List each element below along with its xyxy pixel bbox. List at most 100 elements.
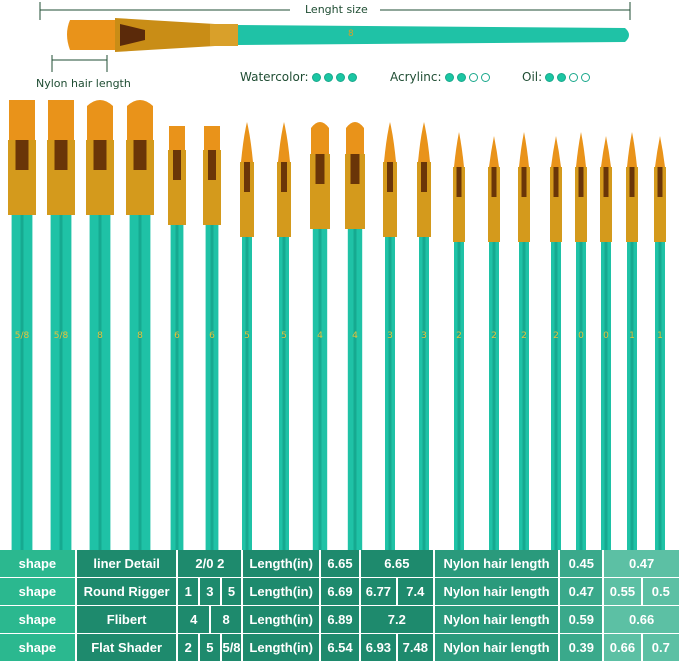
- brush-size-label: 5/8: [54, 331, 69, 341]
- hair-value-cell-group: 0.47: [604, 550, 679, 577]
- hair-label-cell: Nylon hair length: [434, 606, 559, 633]
- size-cell: 5: [200, 634, 220, 661]
- rating-dot-icon: [468, 72, 478, 82]
- size-cell: 3: [200, 578, 220, 605]
- brush-size-label: 4: [317, 331, 323, 341]
- brush-type-cell: Flibert: [76, 606, 177, 633]
- table-row: shape Round Rigger 1 3 5 Length(in) 6.69 6.77 7.…: [0, 578, 679, 605]
- brush-size-label: 1: [629, 331, 635, 341]
- brush-size-label: 6: [209, 331, 215, 341]
- bristles: [519, 132, 529, 167]
- length-label-cell: Length(in): [243, 606, 320, 633]
- bristles: [241, 122, 253, 162]
- sample-bristles: [67, 20, 118, 50]
- bristles: [551, 136, 561, 167]
- length-value-cell: 6.65: [321, 550, 359, 577]
- rating-dot-icon: [335, 72, 345, 82]
- usage-rating-1: Acrylinc:: [390, 70, 490, 84]
- sample-ferrule: [115, 18, 215, 52]
- brush-size-label: 0: [578, 331, 584, 341]
- ferrule: [626, 167, 638, 242]
- brush-size-label: 2: [553, 331, 559, 341]
- size-cell: 2/0 2: [178, 550, 242, 577]
- brush-size-label: 1: [657, 331, 663, 341]
- hair-value-cell: 0.39: [560, 634, 603, 661]
- rating-dot-icon: [569, 72, 579, 82]
- ferrule: [310, 154, 330, 229]
- spec-table: shape liner Detail 2/0 2 Length(in) 6.65 6.65…: [0, 550, 679, 662]
- rating-dot-icon: [456, 72, 466, 82]
- bristles: [655, 136, 665, 167]
- brush: 3: [417, 122, 431, 550]
- usage-rating-0: Watercolor:: [240, 70, 357, 84]
- bristles: [9, 100, 35, 140]
- hair-value-cell: 0.66: [604, 606, 679, 633]
- brush: 5/8: [47, 100, 75, 550]
- length-value-cell-group: 7.2: [360, 606, 433, 633]
- brush-size-label: 5/8: [15, 331, 30, 341]
- shape-cell: shape: [0, 634, 75, 661]
- hair-label-cell: Nylon hair length: [434, 634, 559, 661]
- brush: 2: [518, 132, 530, 550]
- shape-cell: shape: [0, 606, 75, 633]
- sample-brush-diagram: [39, 2, 631, 72]
- brush-type-cell: Flat Shader: [76, 634, 177, 661]
- size-cell: 8: [210, 606, 242, 633]
- brush-size-label: 5: [281, 331, 287, 341]
- size-cell-group: 2/0 2: [178, 550, 242, 577]
- size-cell: 5/8: [221, 634, 242, 661]
- rating-dot-icon: [557, 72, 567, 82]
- length-value-cell-group: 6.77 7.4: [360, 578, 433, 605]
- brush-size-label: 8: [137, 331, 143, 341]
- table-row: shape liner Detail 2/0 2 Length(in) 6.65 6.65…: [0, 550, 679, 577]
- rating-dot-icon: [311, 72, 321, 82]
- length-value-cell: 6.93: [360, 634, 396, 661]
- brush-size-label: 2: [521, 331, 527, 341]
- brush-size-label: 0: [603, 331, 609, 341]
- brush-size-label: 3: [421, 331, 427, 341]
- bristles: [346, 122, 364, 154]
- brush: 6: [168, 126, 186, 550]
- bristles: [87, 100, 113, 140]
- nylon-hair-length-label: Nylon hair length: [36, 77, 131, 90]
- rating-dot-icon: [545, 72, 555, 82]
- length-value-cell: 6.65: [360, 550, 433, 577]
- rating-dot-icon: [480, 72, 490, 82]
- ferrule: [417, 162, 431, 237]
- hair-value-cell-group: 0.66: [604, 606, 679, 633]
- brush: 5: [277, 122, 291, 550]
- ferrule: [654, 167, 666, 242]
- ferrule: [575, 167, 587, 242]
- rating-dot-icon: [581, 72, 591, 82]
- brush: 1: [626, 132, 638, 550]
- brush: 0: [575, 132, 587, 550]
- hair-label-cell: Nylon hair length: [434, 578, 559, 605]
- table-row: shape Flat Shader 2 5 5/8 Length(in) 6.54 6.93 7…: [0, 634, 679, 661]
- rating-dot-icon: [323, 72, 333, 82]
- ferrule: [383, 162, 397, 237]
- brush: 5/8: [8, 100, 36, 550]
- bristles: [169, 126, 185, 150]
- brush-size-label: 4: [352, 331, 358, 341]
- length-value-cell-group: 6.93 7.48: [360, 634, 433, 661]
- brush: 2: [488, 136, 500, 550]
- length-value-cell: 7.4: [397, 578, 433, 605]
- ferrule: [518, 167, 530, 242]
- hair-label-cell: Nylon hair length: [434, 550, 559, 577]
- rating-dot-icon: [347, 72, 357, 82]
- brush: 2: [550, 136, 562, 550]
- brush: 6: [203, 126, 221, 550]
- size-cell: 4: [178, 606, 209, 633]
- ferrule: [488, 167, 500, 242]
- bristles: [204, 126, 220, 150]
- brush-type-cell: liner Detail: [76, 550, 177, 577]
- usage-label: Acrylinc:: [390, 70, 442, 84]
- usage-rating-2: Oil:: [522, 70, 591, 84]
- rating-dot-icon: [444, 72, 454, 82]
- ferrule: [203, 150, 221, 225]
- length-label-cell: Length(in): [243, 578, 320, 605]
- size-cell: 1: [178, 578, 199, 605]
- length-label-cell: Length(in): [243, 634, 320, 661]
